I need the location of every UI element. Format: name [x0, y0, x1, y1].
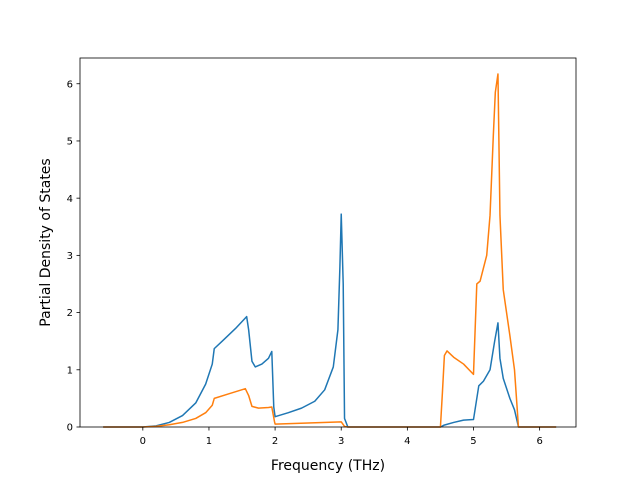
- y-tick-label: 6: [67, 79, 73, 90]
- x-tick-label: 1: [206, 436, 212, 447]
- x-tick-label: 0: [140, 436, 146, 447]
- x-axis-label: Frequency (THz): [271, 458, 385, 474]
- series-line-1: [103, 213, 557, 428]
- y-axis: 0 1 2 3 4 5 6: [67, 79, 80, 434]
- y-axis-label: Partial Density of States: [38, 158, 54, 326]
- y-tick-label: 0: [67, 423, 73, 434]
- x-axis: 0 1 2 3 4 5 6: [140, 427, 543, 447]
- y-tick-label: 3: [67, 251, 73, 262]
- x-tick-label: 4: [404, 436, 410, 447]
- y-tick-label: 2: [67, 308, 73, 319]
- x-tick-label: 3: [338, 436, 344, 447]
- y-tick-label: 1: [67, 365, 73, 376]
- x-tick-label: 5: [470, 436, 476, 447]
- y-tick-label: 5: [67, 137, 73, 148]
- plot-frame: [79, 57, 577, 428]
- x-tick-label: 2: [272, 436, 278, 447]
- x-tick-label: 6: [536, 436, 542, 447]
- y-tick-label: 4: [67, 194, 73, 205]
